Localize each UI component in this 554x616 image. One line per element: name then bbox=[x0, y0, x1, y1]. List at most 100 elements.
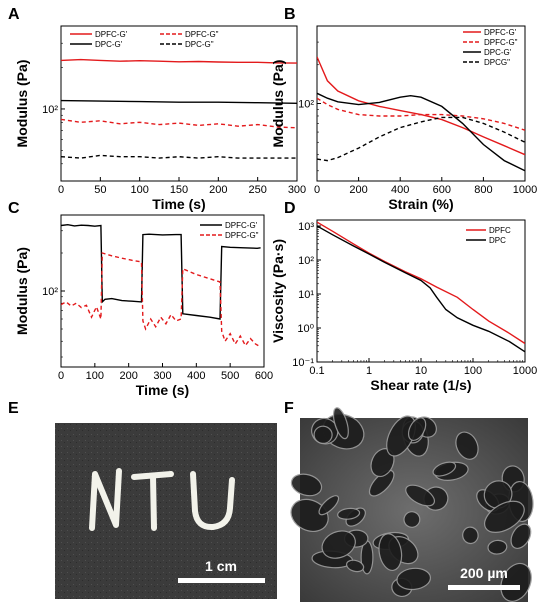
pore bbox=[313, 425, 333, 445]
series-line-2 bbox=[317, 92, 525, 172]
x-tick-label: 300 bbox=[153, 370, 171, 382]
x-tick-label: 0 bbox=[58, 184, 64, 196]
series-layer bbox=[317, 221, 525, 353]
y-tick-label: 10³ bbox=[298, 221, 314, 233]
legend-entry: DPFC-G' bbox=[225, 221, 258, 230]
series-line-1 bbox=[61, 252, 261, 348]
legend-entry: DPC-G" bbox=[185, 40, 214, 49]
x-tick-label: 100 bbox=[86, 370, 104, 382]
pore bbox=[321, 530, 356, 559]
y-axis-label: Modulus (Pa) bbox=[14, 60, 30, 148]
series-line-1 bbox=[317, 225, 525, 353]
sem-image: 200 µm bbox=[290, 407, 534, 602]
legend-entry: DPFC bbox=[489, 226, 511, 235]
pore bbox=[368, 469, 395, 497]
pore bbox=[407, 417, 427, 441]
chart-c: 0 100 200 300 400 500 600 10² Time (s) Modulus (P… bbox=[14, 214, 273, 398]
legend-entry: DPFC-G' bbox=[484, 28, 517, 37]
panel-label-c: C bbox=[8, 200, 20, 217]
panel-label-a: A bbox=[8, 6, 20, 23]
x-tick-label: 150 bbox=[170, 184, 188, 196]
legend-entry: DPCG" bbox=[484, 58, 510, 67]
pore bbox=[396, 567, 432, 591]
pore bbox=[290, 473, 323, 497]
y-axis-label: Viscosity (Pa·s) bbox=[270, 239, 286, 343]
x-axis-label: Time (s) bbox=[152, 196, 205, 212]
chart-a: 0 50 100 150 200 250 300 10² Time (s) Modulus (Pa… bbox=[14, 25, 306, 212]
pore bbox=[510, 523, 532, 550]
x-tick-label: 500 bbox=[221, 370, 239, 382]
legend-entry: DPC-G' bbox=[484, 48, 512, 57]
series-line-0 bbox=[61, 58, 297, 64]
pore bbox=[290, 498, 329, 532]
series-line-3 bbox=[61, 154, 297, 159]
legend-entry: DPC-G' bbox=[95, 40, 123, 49]
y-tick-label: 10² bbox=[298, 255, 314, 267]
x-tick-label: 800 bbox=[474, 184, 492, 196]
y-axis-label: Modulus (Pa) bbox=[14, 247, 30, 335]
pore bbox=[337, 507, 361, 520]
x-axis-label: Strain (%) bbox=[388, 196, 453, 212]
series-line-3 bbox=[317, 116, 525, 162]
y-tick-label: 10⁰ bbox=[297, 323, 314, 335]
x-tick-label: 400 bbox=[187, 370, 205, 382]
series-layer bbox=[61, 223, 261, 348]
series-layer bbox=[317, 56, 525, 172]
series-line-0 bbox=[61, 223, 261, 320]
x-tick-label: 600 bbox=[255, 370, 273, 382]
legend-entry: DPFC-G" bbox=[185, 30, 219, 39]
pore bbox=[487, 539, 508, 555]
y-tick-label: 10⁻¹ bbox=[292, 357, 314, 369]
photo-background bbox=[55, 423, 277, 599]
legend-entry: DPFC-G" bbox=[484, 38, 518, 47]
y-tick-label: 10² bbox=[42, 286, 58, 298]
x-tick-label: 0 bbox=[314, 184, 320, 196]
x-tick-label: 200 bbox=[349, 184, 367, 196]
pore bbox=[462, 526, 479, 545]
pore bbox=[386, 415, 416, 457]
letter-u bbox=[190, 471, 235, 531]
y-tick-label: 10² bbox=[42, 104, 58, 116]
legend-entry: DPC bbox=[489, 236, 506, 245]
x-axis-label: Shear rate (1/s) bbox=[370, 377, 471, 393]
panel-label-d: D bbox=[284, 200, 296, 217]
pore bbox=[345, 559, 365, 573]
chart-d: 0.1 1 10 100 1000 10⁻¹ 10⁰ 10¹ 10² 10³ Shear rate … bbox=[270, 219, 537, 393]
series-layer bbox=[61, 58, 297, 159]
x-tick-label: 100 bbox=[130, 184, 148, 196]
pore bbox=[318, 495, 340, 516]
y-axis-label: Modulus (Pa) bbox=[270, 60, 286, 148]
x-tick-label: 400 bbox=[391, 184, 409, 196]
scale-bar-f bbox=[448, 585, 520, 590]
letter-n bbox=[89, 468, 122, 531]
pore bbox=[432, 461, 457, 477]
scale-bar-label-f: 200 µm bbox=[460, 565, 508, 581]
pore bbox=[403, 511, 421, 528]
x-tick-label: 10 bbox=[415, 365, 427, 377]
legend-entry: DPFC-G" bbox=[225, 231, 259, 240]
pore bbox=[332, 407, 349, 440]
x-tick-label: 200 bbox=[209, 184, 227, 196]
pore bbox=[455, 431, 479, 460]
chart-b: 0 200 400 600 800 1000 10² Strain (%) Modulus (P… bbox=[270, 25, 537, 212]
x-tick-label: 1000 bbox=[513, 365, 537, 377]
series-line-1 bbox=[61, 118, 297, 129]
pore bbox=[500, 562, 532, 602]
x-tick-label: 0 bbox=[58, 370, 64, 382]
pore bbox=[484, 500, 525, 533]
pore bbox=[378, 533, 403, 572]
letter-t bbox=[131, 471, 174, 531]
plot-frame bbox=[60, 25, 298, 182]
x-tick-label: 300 bbox=[288, 184, 306, 196]
x-tick-label: 600 bbox=[433, 184, 451, 196]
sem-pores bbox=[290, 407, 534, 602]
x-tick-label: 1 bbox=[366, 365, 372, 377]
photo-ntu-print: 1 cm bbox=[55, 423, 277, 599]
x-tick-label: 0.1 bbox=[309, 365, 324, 377]
series-line-2 bbox=[61, 99, 297, 104]
x-tick-label: 50 bbox=[94, 184, 106, 196]
panel-label-f: F bbox=[284, 400, 294, 417]
x-tick-label: 250 bbox=[248, 184, 266, 196]
x-tick-label: 200 bbox=[119, 370, 137, 382]
